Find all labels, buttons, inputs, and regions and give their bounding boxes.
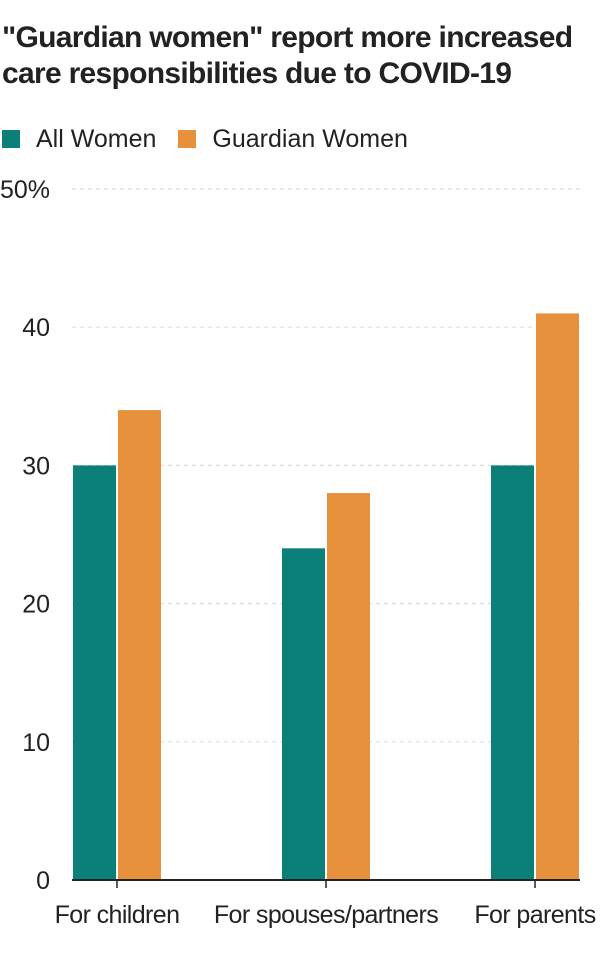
x-tick-label: For spouses/partners — [214, 901, 438, 929]
bar-all-women-0 — [73, 465, 116, 880]
legend-swatch-guardian-women — [178, 130, 197, 148]
y-tick-label: 30 — [22, 452, 50, 480]
y-tick-label: 10 — [22, 729, 50, 757]
legend-label-guardian-women: Guardian Women — [212, 124, 408, 153]
legend-item-guardian-women: Guardian Women — [178, 124, 408, 154]
legend-label-all-women: All Women — [36, 124, 157, 153]
x-tick-label: For children — [55, 901, 180, 929]
y-tick-label: 20 — [22, 591, 50, 619]
y-tick-label: 50% — [0, 176, 50, 204]
chart-title: "Guardian women" report more increased c… — [2, 21, 573, 90]
bar-guardian-women-0 — [118, 410, 161, 880]
legend-item-all-women: All Women — [2, 125, 156, 154]
bar-all-women-2 — [491, 465, 534, 880]
legend: All Women Guardian Women — [2, 124, 430, 154]
bar-all-women-1 — [282, 548, 325, 880]
y-tick-label: 0 — [36, 867, 50, 895]
y-tick-label: 40 — [22, 314, 50, 342]
bar-guardian-women-2 — [536, 313, 579, 880]
x-tick-label: For parents — [474, 901, 595, 929]
bar-guardian-women-1 — [327, 493, 370, 880]
legend-swatch-all-women — [2, 130, 20, 148]
